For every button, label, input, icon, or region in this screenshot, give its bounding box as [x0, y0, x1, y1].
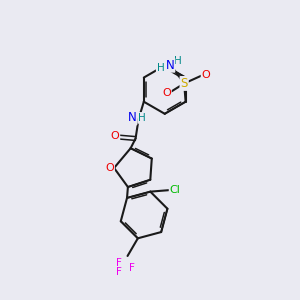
Text: Cl: Cl	[169, 185, 181, 195]
Text: F: F	[116, 267, 122, 277]
Text: H: H	[173, 56, 181, 66]
Text: H: H	[138, 113, 146, 123]
Text: O: O	[111, 131, 119, 142]
Text: O: O	[105, 163, 114, 173]
Text: F: F	[116, 258, 122, 268]
Text: F: F	[129, 263, 135, 273]
Text: N: N	[128, 111, 136, 124]
Text: O: O	[202, 70, 210, 80]
Text: S: S	[181, 77, 188, 90]
Text: N: N	[166, 59, 174, 72]
Text: H: H	[157, 63, 164, 73]
Text: O: O	[162, 88, 171, 98]
